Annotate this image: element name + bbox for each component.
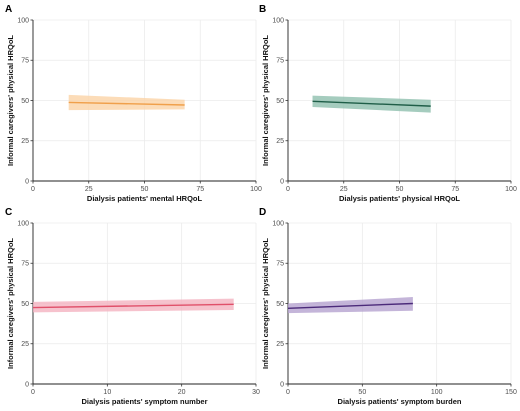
y-tick-label: 50 [276, 98, 284, 105]
y-tick-label: 100 [17, 220, 29, 227]
y-tick-label: 75 [21, 58, 29, 65]
panel-a: 0 25 50 75 100 0 25 50 75 100 Dialysis patients' m… [5, 4, 262, 203]
x-axis-title: Dialysis patients' mental HRQoL [87, 194, 203, 203]
x-tick-label: 100 [505, 186, 517, 193]
x-tick-label: 0 [286, 389, 290, 396]
regression-line [68, 101, 185, 106]
y-tick-label: 0 [280, 381, 284, 388]
panel-label: D [259, 207, 266, 218]
x-tick-label: 150 [505, 389, 517, 396]
y-axis-title: Informal caregivers' physical HRQoL [261, 238, 270, 369]
y-tick-label: 0 [25, 178, 29, 185]
panel-label: A [5, 4, 12, 15]
x-tick-label: 100 [250, 186, 262, 193]
x-tick-label: 0 [31, 389, 35, 396]
y-axis-title: Informal caregivers' physical HRQoL [6, 238, 15, 369]
x-axis-title: Dialysis patients' symptom number [82, 397, 208, 406]
regression-line [287, 302, 413, 310]
panel-c: 0 10 20 30 0 25 50 75 100 Dialysis patients' symp… [5, 207, 260, 406]
confidence-band [288, 297, 413, 314]
x-tick-label: 100 [431, 389, 443, 396]
x-axis-title: Dialysis patients' symptom burden [338, 397, 462, 406]
y-tick-label: 75 [276, 58, 284, 65]
x-tick-label: 0 [286, 186, 290, 193]
y-tick-label: 75 [276, 261, 284, 268]
x-tick-label: 10 [103, 389, 111, 396]
y-tick-label: 0 [25, 381, 29, 388]
y-axis-title: Informal caregivers' physical HRQoL [6, 35, 15, 166]
y-tick-label: 100 [272, 220, 284, 227]
y-tick-label: 25 [276, 138, 284, 145]
x-tick-label: 0 [31, 186, 35, 193]
x-tick-label: 20 [178, 389, 186, 396]
x-axis-title: Dialysis patients' physical HRQoL [339, 194, 460, 203]
panel-label: C [5, 207, 12, 218]
x-tick-label: 30 [252, 389, 260, 396]
panel-b: 0 25 50 75 100 0 25 50 75 100 Dialysis patients' p… [259, 4, 517, 203]
x-tick-label: 25 [85, 186, 93, 193]
x-tick-label: 75 [196, 186, 204, 193]
confidence-band [68, 94, 185, 111]
y-tick-label: 25 [21, 138, 29, 145]
y-tick-label: 50 [276, 301, 284, 308]
panel-label: B [259, 4, 266, 15]
y-tick-label: 100 [272, 17, 284, 24]
x-tick-label: 25 [340, 186, 348, 193]
x-tick-label: 50 [358, 389, 366, 396]
y-tick-label: 25 [21, 341, 29, 348]
y-tick-label: 25 [276, 341, 284, 348]
x-tick-label: 50 [141, 186, 149, 193]
y-tick-label: 50 [21, 98, 29, 105]
y-tick-label: 50 [21, 301, 29, 308]
x-tick-label: 50 [396, 186, 404, 193]
x-tick-label: 75 [451, 186, 459, 193]
regression-line [32, 303, 234, 309]
y-tick-label: 0 [280, 178, 284, 185]
regression-line [312, 100, 431, 107]
y-tick-label: 100 [17, 17, 29, 24]
y-tick-label: 75 [21, 261, 29, 268]
y-axis-title: Informal caregivers' physical HRQoL [261, 35, 270, 166]
